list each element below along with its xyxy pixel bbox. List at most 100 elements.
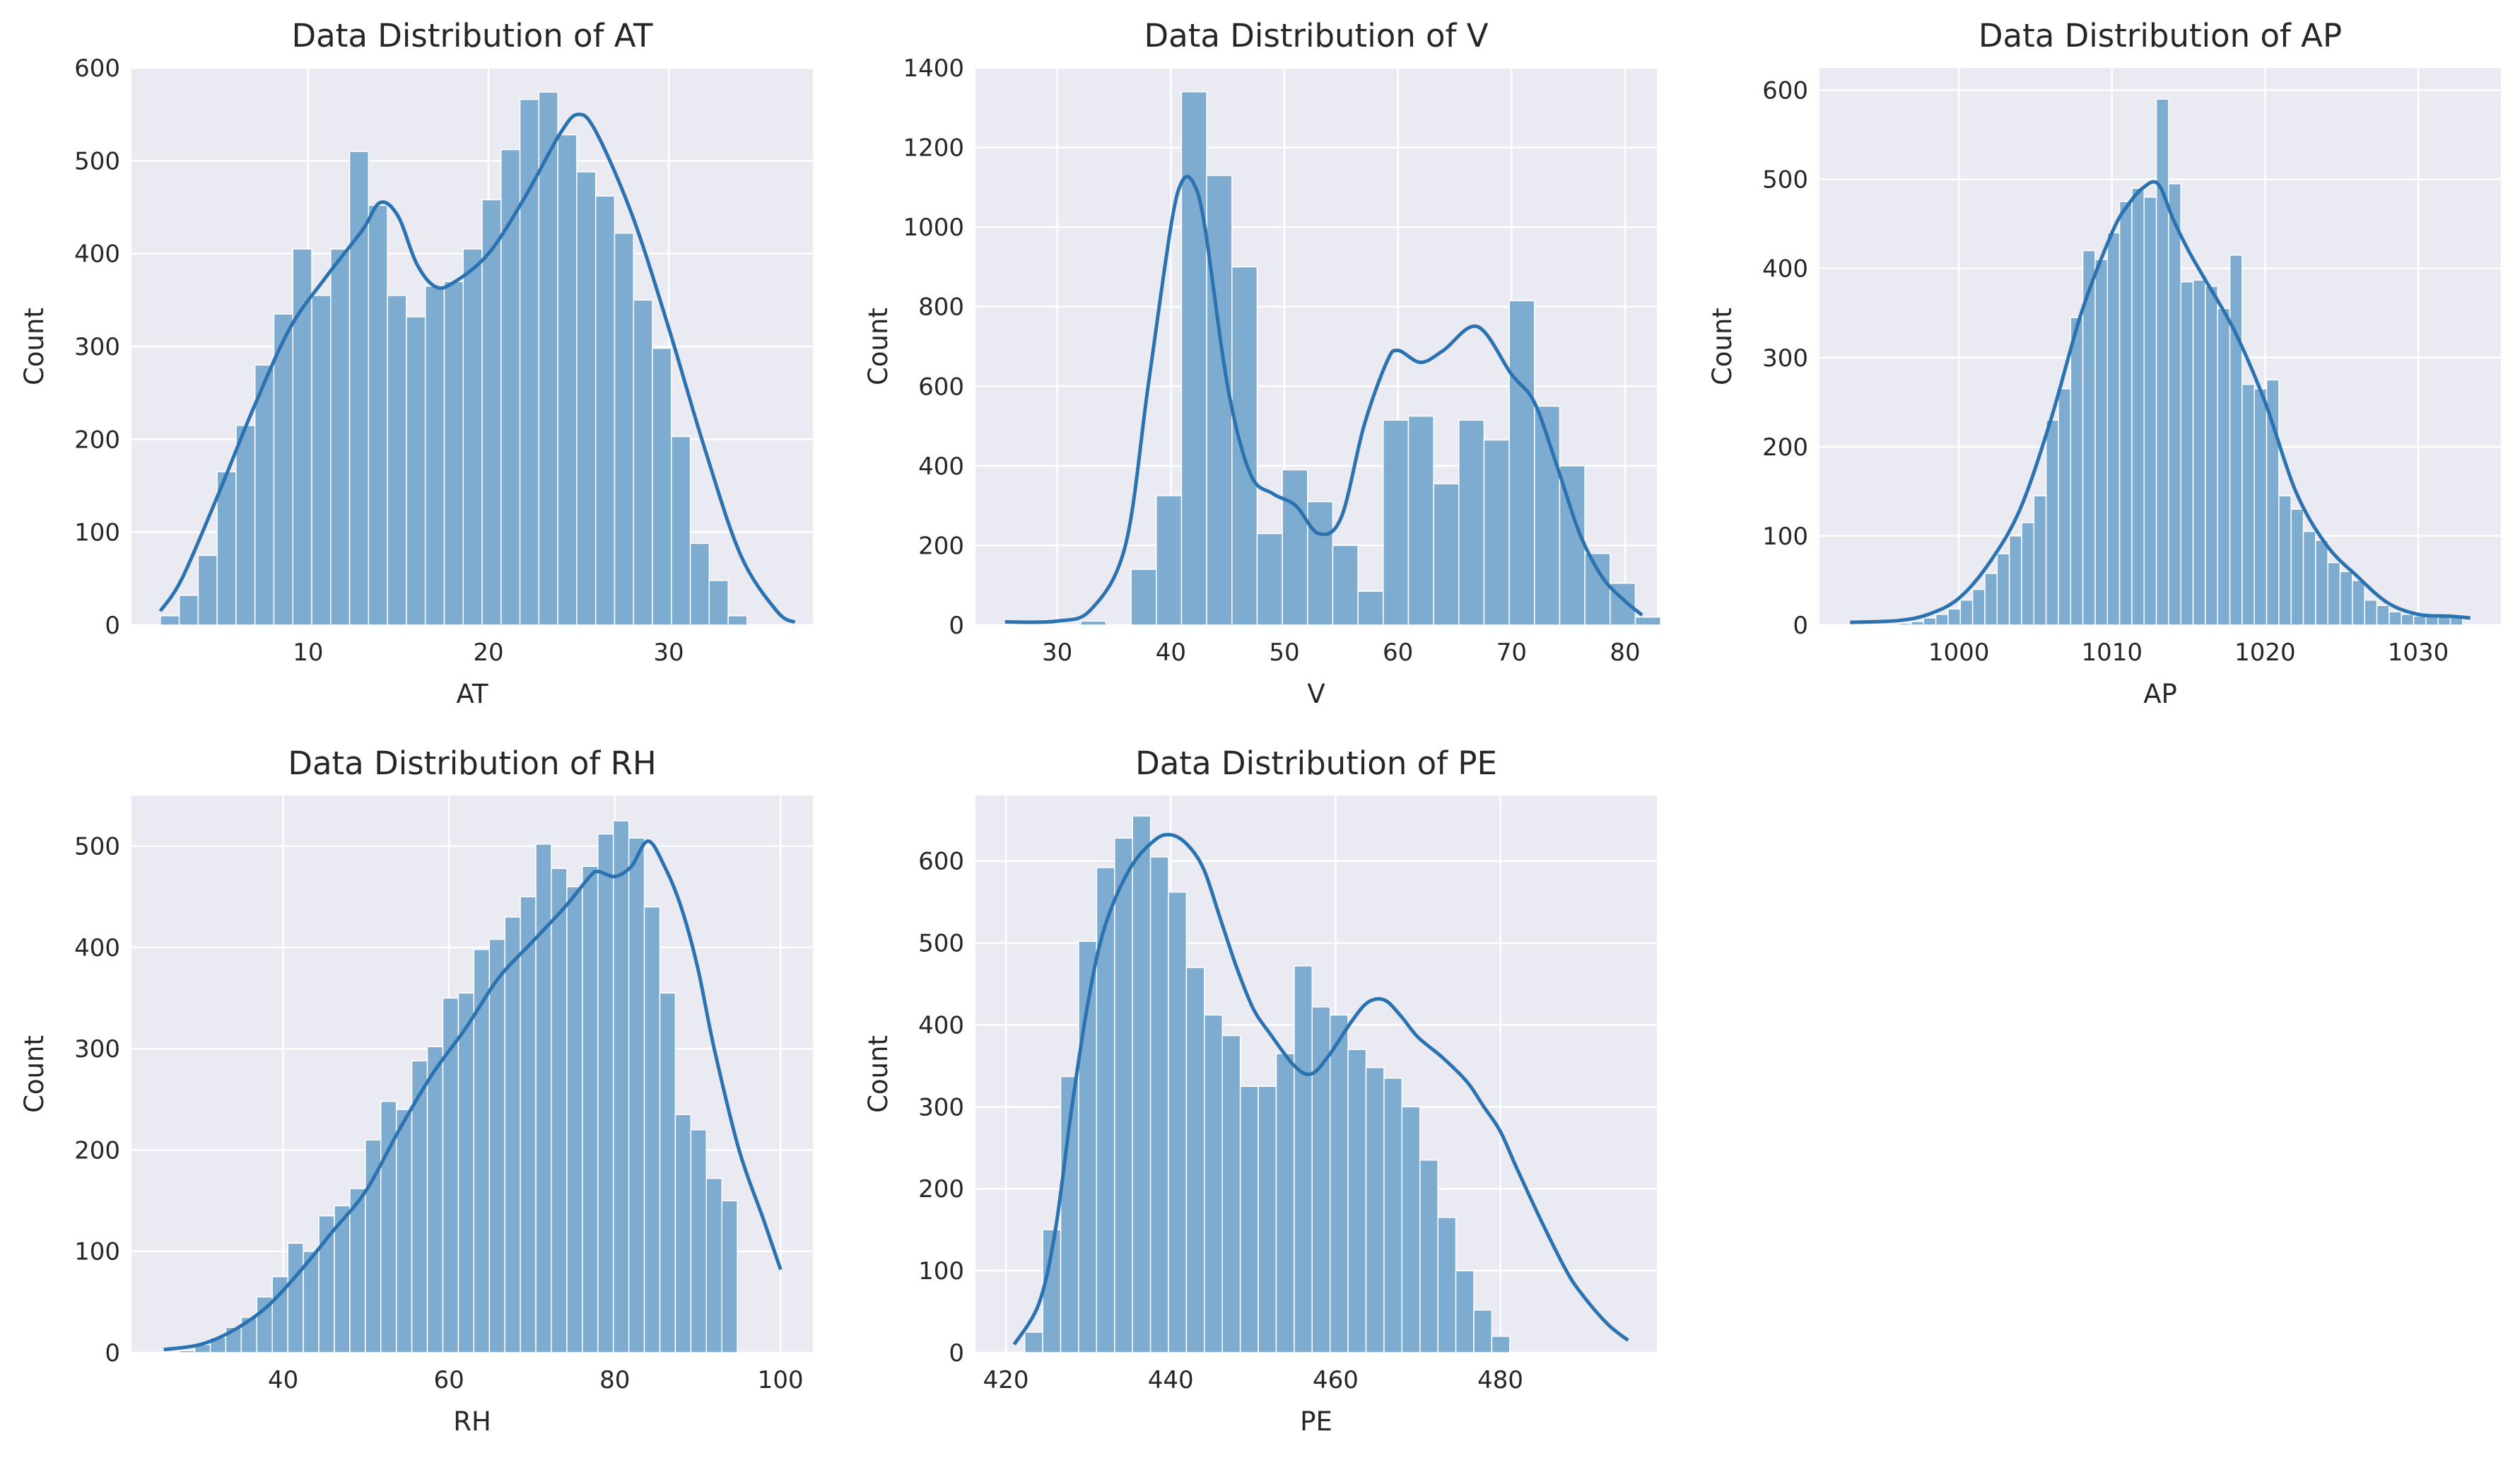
histogram-bar	[1923, 617, 1937, 626]
histogram-bar	[2143, 197, 2157, 626]
chart-rh: 0 100 200 300 400 500 40 60 80 100 Data Distributi…	[19, 745, 813, 1437]
y-tick-label: 1200	[903, 134, 964, 163]
histogram-bar	[349, 1188, 366, 1353]
histogram-bar	[2217, 308, 2231, 626]
y-tick-label: 600	[1762, 77, 1808, 105]
x-tick-label: 10	[293, 638, 323, 667]
histogram-bar	[582, 865, 599, 1353]
y-tick-label: 600	[918, 848, 964, 876]
histogram-bar	[671, 436, 691, 626]
y-tick-label: 1400	[903, 54, 964, 83]
histogram-bar	[1329, 1014, 1349, 1353]
histogram-bar	[2205, 286, 2218, 626]
x-tick-label: 100	[758, 1366, 804, 1394]
histogram-bar	[1433, 483, 1460, 626]
x-tick-label: 40	[268, 1366, 298, 1394]
histogram-bar	[504, 916, 521, 1353]
histogram-bar	[1491, 1336, 1511, 1353]
histogram-bar	[1419, 1159, 1438, 1353]
histogram-bar	[2364, 599, 2378, 626]
histogram-bar	[594, 195, 616, 626]
x-tick-label: 30	[653, 638, 684, 667]
histogram-bar	[2401, 614, 2415, 626]
y-tick-label: 200	[918, 1175, 964, 1203]
histogram-bar	[659, 992, 676, 1353]
histogram-bar	[2070, 317, 2084, 626]
y-tick-label: 400	[918, 453, 964, 481]
histogram-bar	[1204, 1014, 1223, 1353]
histogram-bar	[2352, 580, 2365, 626]
y-tick-label: 1000	[903, 214, 964, 242]
histogram-bar	[2327, 561, 2341, 626]
histogram-bar	[488, 938, 505, 1353]
histogram-bar	[2155, 98, 2169, 626]
y-axis-label: Count	[1707, 308, 1737, 385]
kde-line	[163, 839, 783, 1352]
histogram-bar	[457, 992, 475, 1353]
y-tick-label: 400	[74, 240, 120, 269]
x-tick-label: 60	[1383, 638, 1413, 667]
kde-line	[158, 112, 796, 624]
histogram-bar	[2180, 281, 2194, 626]
histogram-bar	[1483, 439, 1510, 626]
y-tick-label: 500	[1762, 166, 1808, 194]
y-tick-label: 600	[918, 373, 964, 401]
histogram-bar	[612, 820, 630, 1353]
histogram-bar	[2118, 201, 2133, 626]
histogram-bar	[557, 134, 578, 626]
histogram-bar	[1114, 837, 1133, 1353]
x-tick-label: 60	[434, 1366, 464, 1394]
y-tick-label: 200	[918, 532, 964, 560]
histogram-bar	[1407, 415, 1434, 626]
histogram-bar	[2131, 187, 2145, 626]
histogram-bar	[1332, 544, 1359, 626]
histogram-bar	[1935, 614, 1949, 626]
histogram-bar	[1455, 1270, 1475, 1353]
histogram-bar	[674, 1114, 692, 1353]
histogram-bar	[406, 316, 426, 626]
histogram-bar	[1294, 965, 1313, 1353]
histogram-bar	[628, 837, 645, 1353]
histogram-bar	[2045, 419, 2059, 626]
histogram-bar	[178, 595, 199, 626]
y-axis-label: Count	[19, 1035, 49, 1113]
x-tick-label: 20	[473, 638, 503, 667]
histogram-bar	[1130, 568, 1157, 626]
histogram-bar	[160, 615, 180, 626]
x-tick-label: 480	[1477, 1366, 1523, 1394]
histogram-bar	[1168, 891, 1188, 1353]
histogram-bar	[538, 91, 558, 626]
y-tick-label: 0	[949, 1339, 964, 1367]
histogram-bar	[643, 906, 661, 1353]
histogram-bar	[395, 1109, 413, 1353]
histogram-bar	[614, 233, 634, 626]
y-tick-label: 400	[1762, 255, 1808, 284]
histogram-bar	[2058, 388, 2072, 626]
x-tick-label: 1000	[1928, 638, 1990, 667]
y-tick-label: 0	[105, 1339, 120, 1367]
chart-at: 0 100 200 300 400 500 600 10 20 30 Data Distributi…	[19, 17, 813, 709]
histogram-bar	[597, 833, 614, 1353]
histogram-bar	[2302, 530, 2316, 626]
x-tick-label: 460	[1313, 1366, 1359, 1394]
histogram-bar	[2021, 522, 2035, 626]
histogram-bar	[1258, 1085, 1277, 1353]
chart-title: Data Distribution of RH	[288, 745, 656, 782]
histogram-bar	[1347, 1049, 1367, 1353]
histogram-bar	[311, 295, 332, 626]
kde-line	[1004, 175, 1643, 624]
histogram-bar	[2008, 535, 2022, 626]
histogram-bar	[2339, 571, 2353, 626]
histogram-bar	[1365, 1066, 1385, 1353]
histogram-bar	[652, 347, 672, 626]
y-tick-label: 600	[74, 54, 120, 83]
y-tick-label: 500	[918, 930, 964, 958]
histogram-bar	[273, 313, 293, 626]
histogram-bar	[1947, 608, 1962, 626]
histogram-bar	[1132, 815, 1151, 1353]
histogram-bar	[1149, 856, 1169, 1353]
histogram-bar	[1275, 1053, 1295, 1353]
histogram-bar	[287, 1242, 304, 1353]
y-tick-label: 500	[74, 147, 120, 175]
chart-title: Data Distribution of AT	[291, 17, 653, 54]
